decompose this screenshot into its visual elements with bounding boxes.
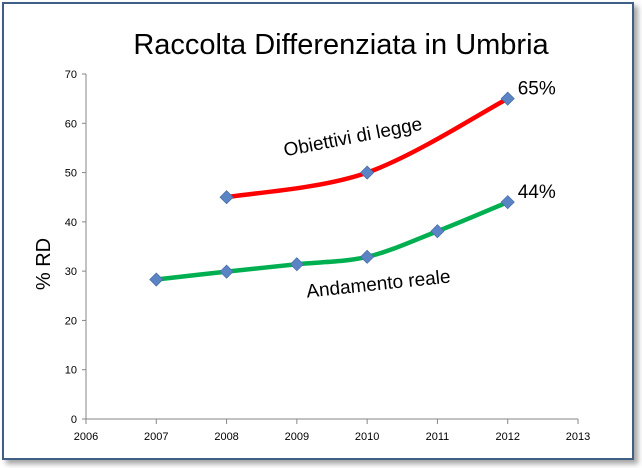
data-point-marker (219, 264, 234, 279)
y-tick-label: 10 (65, 365, 77, 377)
series-labels: Obiettivi di legge Andamento reale 65% 44% (282, 79, 556, 303)
end-value-label: 44% (518, 182, 556, 203)
y-tick-label: 60 (65, 118, 77, 130)
data-point-marker (219, 190, 234, 205)
series-line-obiettivi (224, 96, 510, 200)
data-point-marker (149, 272, 164, 287)
x-tick-label: 2009 (285, 431, 309, 443)
data-point-marker (360, 165, 375, 180)
y-tick-label: 50 (65, 168, 77, 180)
y-tick-label: 40 (65, 217, 77, 229)
series-lines (154, 96, 510, 282)
x-tick-label: 2006 (74, 431, 98, 443)
data-point-marker (430, 224, 445, 239)
data-point-marker (500, 91, 515, 106)
x-tick-label: 2010 (355, 431, 379, 443)
series-name-obiettivi: Obiettivi di legge (282, 114, 424, 161)
x-tick-label: 2011 (426, 431, 450, 443)
series-markers (149, 91, 515, 287)
x-tick-label: 2012 (495, 431, 519, 443)
series-line-andamento (154, 199, 510, 282)
y-tick-label: 70 (65, 69, 77, 81)
y-tick-label: 0 (71, 414, 77, 426)
y-axis-label: % RD (33, 238, 55, 290)
y-tick-label: 30 (65, 266, 77, 278)
x-tick-label: 2007 (144, 431, 168, 443)
x-axis-ticks: 2006 2007 2008 2009 2010 2011 2012 2013 (74, 419, 590, 443)
data-point-marker (500, 195, 515, 210)
y-tick-label: 20 (65, 315, 77, 327)
end-value-label: 65% (518, 79, 556, 100)
data-point-marker (289, 257, 304, 272)
y-axis-ticks: 0 10 20 30 40 50 60 70 (65, 69, 86, 426)
chart-title: Raccolta Differenziata in Umbria (133, 29, 549, 61)
chart-frame: Raccolta Differenziata in Umbria % RD 0 1… (2, 2, 634, 460)
data-point-marker (360, 249, 375, 264)
series-name-andamento: Andamento reale (305, 267, 451, 303)
x-tick-label: 2008 (214, 431, 238, 443)
x-tick-label: 2013 (566, 431, 590, 443)
line-chart: Raccolta Differenziata in Umbria % RD 0 1… (33, 29, 590, 443)
